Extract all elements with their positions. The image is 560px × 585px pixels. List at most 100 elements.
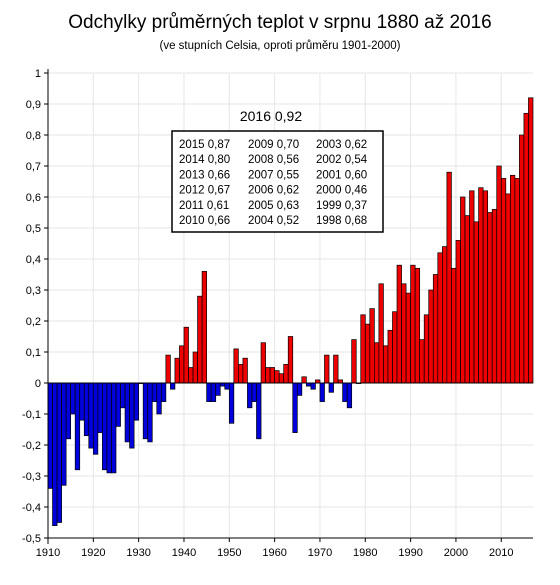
highlight-list-item: 2004 0,52 bbox=[248, 215, 299, 227]
bar-1946 bbox=[210, 382, 217, 402]
x-tick-label: 2000 bbox=[444, 547, 468, 559]
bar-1933 bbox=[151, 382, 158, 402]
bar-1972 bbox=[328, 382, 334, 393]
bar-1937 bbox=[170, 382, 176, 390]
bar-1920 bbox=[92, 382, 99, 455]
x-tick-label: 1990 bbox=[398, 547, 422, 559]
highlight-list-item: 2009 0,70 bbox=[248, 139, 299, 151]
chart-subtitle: (ve stupních Celsia, oproti průměru 1901… bbox=[159, 40, 401, 52]
bar-2001 bbox=[460, 196, 466, 384]
y-tick-labels: -0,5 -0,4 -0,3 -0,2 -0,1 0 0,1 0,2 0,3 0,4 0,5 0,6 0… bbox=[22, 68, 48, 545]
bar-1990 bbox=[410, 264, 416, 384]
bar-1942 bbox=[192, 351, 198, 384]
highlight-list-item: 2000 0,46 bbox=[316, 185, 367, 197]
bar-1938 bbox=[174, 357, 180, 384]
highlight-list-item: 2015 0,87 bbox=[179, 139, 230, 151]
bar-1973 bbox=[333, 354, 339, 384]
bar-1998 bbox=[446, 171, 452, 384]
x-tick-labels: 1910 1920 1930 1940 1950 1960 1970 1980 1990 2000… bbox=[36, 538, 514, 559]
bar-1992 bbox=[419, 339, 425, 384]
bar-1976 bbox=[346, 382, 353, 409]
bar-1929 bbox=[133, 382, 139, 421]
y-tick-label: 0,5 bbox=[26, 223, 41, 235]
highlight-list-item: 2007 0,55 bbox=[248, 169, 299, 181]
bar-1963 bbox=[287, 336, 294, 384]
bar-1971 bbox=[324, 354, 330, 384]
bar-1941 bbox=[188, 367, 194, 384]
x-tick-label: 1910 bbox=[36, 547, 60, 559]
y-tick-label: 0,1 bbox=[26, 347, 41, 359]
highlight-title: 2016 0,92 bbox=[240, 108, 302, 124]
bar-2005 bbox=[478, 187, 484, 384]
bar-1956 bbox=[256, 382, 262, 440]
highlight-list-item: 2003 0,62 bbox=[316, 139, 367, 151]
bar-2015 bbox=[523, 112, 529, 384]
bar-1947 bbox=[215, 382, 221, 396]
highlight-list: 2015 0,87 2009 0,70 2003 0,62 2014 0,80 2008… bbox=[179, 139, 368, 227]
bar-1960 bbox=[274, 370, 280, 384]
bar-1955 bbox=[251, 382, 257, 402]
highlight-list-item: 2014 0,80 bbox=[179, 154, 230, 166]
bars bbox=[47, 97, 534, 526]
bar-1980 bbox=[364, 323, 371, 384]
y-tick-label: 1 bbox=[35, 68, 41, 80]
bar-1965 bbox=[296, 382, 303, 396]
bar-2002 bbox=[464, 215, 470, 384]
bar-1925 bbox=[115, 382, 121, 427]
bar-1945 bbox=[206, 382, 212, 402]
bar-1982 bbox=[374, 342, 380, 384]
x-tick-label: 1930 bbox=[126, 547, 150, 559]
bar-1936 bbox=[165, 354, 171, 384]
bar-1985 bbox=[387, 329, 393, 384]
chart-title: Odchylky průměrných teplot v srpnu 1880 … bbox=[68, 12, 492, 33]
bar-2007 bbox=[487, 212, 493, 384]
highlight-list-item: 2005 0,63 bbox=[248, 200, 299, 212]
bar-1975 bbox=[342, 382, 348, 402]
bar-1986 bbox=[392, 311, 398, 384]
bar-1993 bbox=[423, 314, 430, 384]
bar-1970 bbox=[319, 382, 325, 402]
highlight-list-item: 2001 0,60 bbox=[316, 169, 367, 181]
bar-1928 bbox=[129, 382, 135, 449]
x-tick-label: 1950 bbox=[217, 547, 241, 559]
bar-1983 bbox=[378, 283, 384, 384]
bar-1949 bbox=[224, 382, 230, 390]
bar-1923 bbox=[106, 382, 112, 474]
highlight-list-item: 2010 0,66 bbox=[179, 215, 230, 227]
bar-2011 bbox=[505, 193, 511, 384]
bar-2013 bbox=[514, 178, 520, 384]
y-tick-label: -0,4 bbox=[22, 502, 41, 514]
bar-1951 bbox=[233, 348, 239, 384]
y-tick-label: 0,7 bbox=[26, 161, 41, 173]
bar-1950 bbox=[228, 382, 235, 424]
y-tick-label: 0,6 bbox=[26, 192, 41, 204]
y-tick-label: 0,3 bbox=[26, 285, 41, 297]
highlight-list-item: 1998 0,68 bbox=[316, 215, 367, 227]
bar-1959 bbox=[269, 367, 275, 384]
bar-1961 bbox=[278, 373, 285, 384]
bar-1966 bbox=[301, 376, 307, 384]
bar-1953 bbox=[242, 357, 248, 384]
y-tick-label: -0,2 bbox=[22, 440, 41, 452]
bar-1914 bbox=[65, 382, 72, 440]
bar-1927 bbox=[124, 382, 130, 443]
bar-1918 bbox=[83, 382, 90, 437]
highlight-list-item: 2013 0,66 bbox=[179, 169, 230, 181]
bar-1910 bbox=[47, 382, 53, 489]
highlight-box: 2016 0,92 2015 0,87 2009 0,70 2003 0,62201… bbox=[171, 108, 384, 233]
bar-1987 bbox=[396, 264, 402, 384]
bar-1957 bbox=[260, 342, 266, 384]
bar-2000 bbox=[455, 240, 461, 384]
bar-2004 bbox=[473, 221, 479, 384]
y-tick-label: 0,4 bbox=[26, 254, 41, 266]
bar-1964 bbox=[292, 382, 298, 433]
highlight-list-item: 2008 0,56 bbox=[248, 154, 299, 166]
bar-1913 bbox=[61, 382, 67, 486]
bar-1931 bbox=[142, 382, 149, 440]
bar-1952 bbox=[238, 364, 244, 384]
bar-1988 bbox=[401, 283, 407, 384]
bar-2009 bbox=[496, 165, 502, 384]
x-tick-label: 1970 bbox=[308, 547, 332, 559]
y-tick-label: 0,9 bbox=[26, 99, 41, 111]
